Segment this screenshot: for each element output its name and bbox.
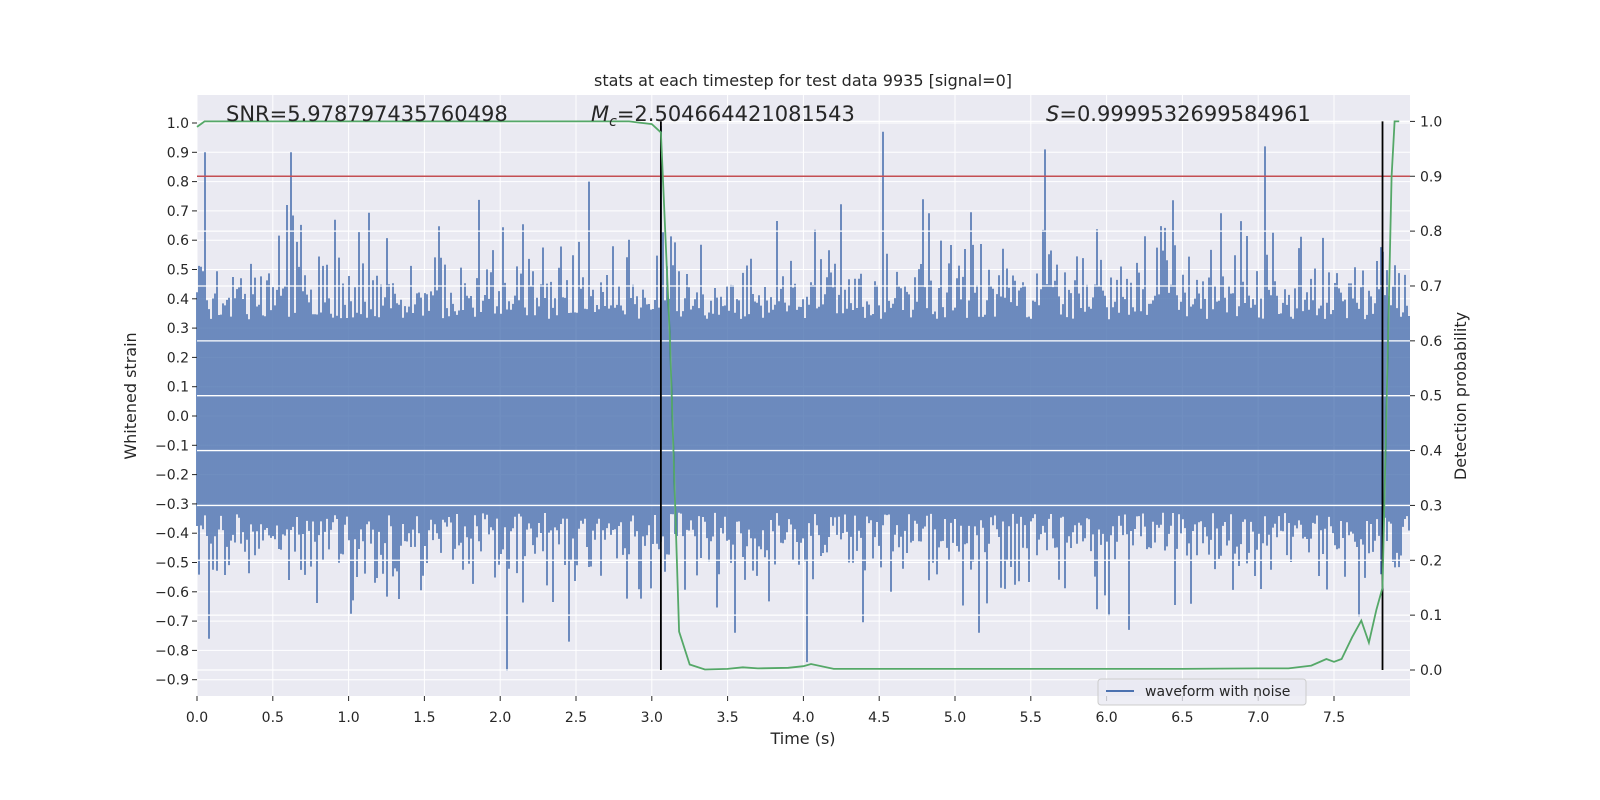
y-axis-label: Whitened strain (121, 332, 140, 459)
chirp-mass-subscript: c (609, 114, 617, 130)
y2-tick-label: 0.0 (1420, 663, 1442, 679)
x-tick-label: 5.5 (1020, 710, 1042, 726)
x-tick-label: 0.5 (262, 710, 284, 726)
chirp-mass-annotation: Mc=2.504664421081543 (591, 102, 855, 130)
y-tick-label: 0.2 (167, 350, 189, 366)
y-tick-label: −0.2 (155, 468, 189, 484)
y-tick-label: 0.3 (167, 321, 189, 337)
x-tick-label: 4.0 (792, 710, 814, 726)
x-tick-label: 5.0 (944, 710, 966, 726)
legend-box (1097, 678, 1307, 706)
x-tick-label: 7.5 (1323, 710, 1345, 726)
x-tick-label: 0.0 (186, 710, 208, 726)
y-tick-label: 0.6 (167, 233, 189, 249)
legend: waveform with noise (1097, 678, 1307, 706)
legend-label: waveform with noise (1145, 684, 1290, 700)
y-tick-label: −0.9 (155, 673, 189, 689)
s-symbol: S (1046, 102, 1059, 126)
x-tick-label: 1.0 (337, 710, 359, 726)
x-tick-label: 7.0 (1247, 710, 1269, 726)
overlays (196, 120, 1410, 671)
x-tick-label: 2.5 (565, 710, 587, 726)
y-tick-label: −0.8 (155, 643, 189, 659)
x-tick-label: 6.0 (1095, 710, 1117, 726)
y-tick-label: 0.1 (167, 380, 189, 396)
x-tick-label: 6.5 (1171, 710, 1193, 726)
s-value: =0.9999532699584961 (1059, 102, 1310, 126)
y-tick-label: −0.7 (155, 614, 189, 630)
y-tick-label: 1.0 (167, 116, 189, 132)
y2-tick-label: 0.8 (1420, 224, 1442, 240)
y2-tick-label: 0.6 (1420, 334, 1442, 350)
y2-tick-label: 0.4 (1420, 444, 1442, 460)
y2-axis-label: Detection probability (1451, 312, 1470, 480)
x-tick-label: 3.0 (641, 710, 663, 726)
y2-tick-label: 0.3 (1420, 498, 1442, 514)
y2-tick-label: 1.0 (1420, 114, 1442, 130)
detection-probability-line (196, 120, 1400, 671)
y-tick-label: −0.6 (155, 585, 189, 601)
x-tick-label: 1.5 (413, 710, 435, 726)
y2-tick-label: 0.5 (1420, 389, 1442, 405)
y2-tick-label: 0.9 (1420, 169, 1442, 185)
waveform-line (196, 125, 1410, 671)
y-tick-label: 0.0 (167, 409, 189, 425)
y2-axis: 1.0 0.9 0.8 0.7 0.6 0.5 0.4 0.3 0.2 0.1 0.0 (1410, 114, 1442, 679)
y-tick-label: 0.8 (167, 175, 189, 191)
chirp-mass-symbol: M (591, 102, 609, 126)
y2-tick-label: 0.2 (1420, 553, 1442, 569)
y-tick-label: 0.7 (167, 204, 189, 220)
x-tick-label: 4.5 (868, 710, 890, 726)
y-tick-label: −0.4 (155, 526, 189, 542)
y-tick-label: 0.9 (167, 145, 189, 161)
waveform-series (196, 125, 1410, 671)
y2-tick-label: 0.1 (1420, 608, 1442, 624)
x-tick-label: 2.0 (489, 710, 511, 726)
y-tick-label: 0.4 (167, 292, 189, 308)
y2-tick-label: 0.7 (1420, 279, 1442, 295)
snr-annotation: SNR=5.978797435760498 (226, 102, 508, 126)
y-axis: 1.0 0.9 0.8 0.7 0.6 0.5 0.4 0.3 0.2 0.1 0.0 −0.1 −0.… (155, 116, 197, 689)
x-axis: 0.0 0.5 1.0 1.5 2.0 2.5 3.0 3.5 4.0 4.5 5.0 5.5 6.0 6… (186, 696, 1345, 726)
y-tick-label: −0.1 (155, 438, 189, 454)
chirp-mass-value: =2.504664421081543 (617, 102, 855, 126)
x-tick-label: 3.5 (716, 710, 738, 726)
chart-title: stats at each timestep for test data 993… (594, 71, 1012, 90)
y-tick-label: −0.5 (155, 556, 189, 572)
s-annotation: S=0.9999532699584961 (1046, 102, 1311, 126)
x-axis-label: Time (s) (769, 729, 835, 748)
y-tick-label: 0.5 (167, 263, 189, 279)
y-tick-label: −0.3 (155, 497, 189, 513)
